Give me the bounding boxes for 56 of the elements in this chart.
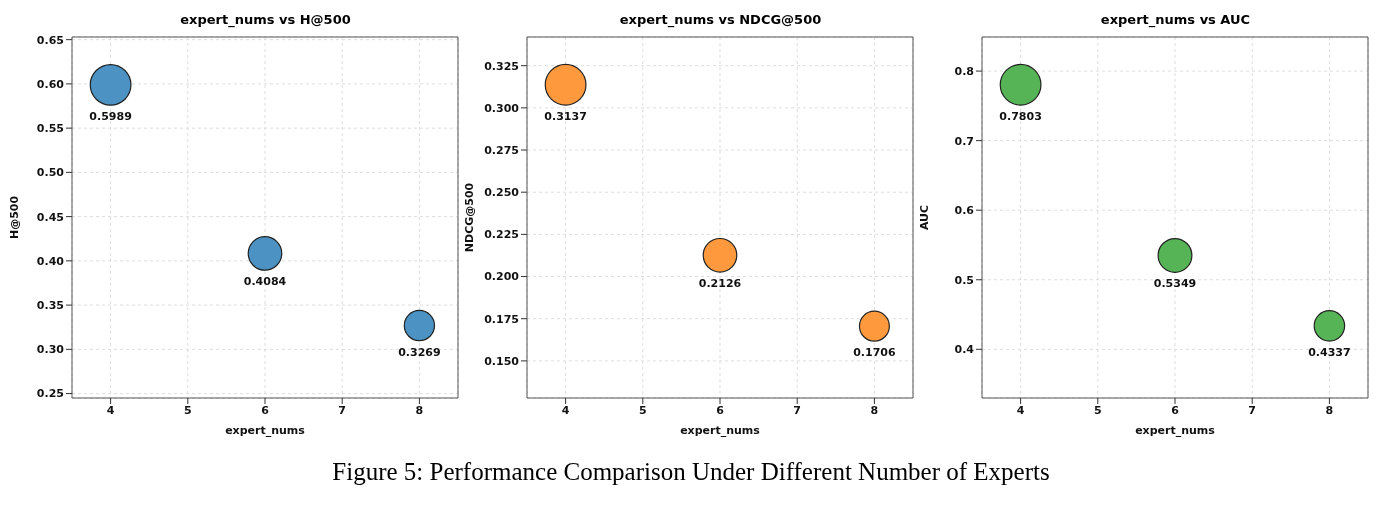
y-tick-label: 0.175 bbox=[484, 312, 519, 326]
data-label: 0.3269 bbox=[398, 345, 441, 359]
y-tick-label: 0.4 bbox=[954, 343, 975, 357]
chart-title: expert_nums vs AUC bbox=[1099, 12, 1252, 30]
data-label: 0.5349 bbox=[1153, 277, 1197, 291]
y-tick-label: 0.5 bbox=[954, 273, 974, 287]
y-axis-title: H@500 bbox=[7, 195, 21, 240]
y-tick-label: 0.25 bbox=[36, 387, 64, 401]
x-tick-label: 6 bbox=[1171, 403, 1180, 417]
x-tick-label: 7 bbox=[793, 403, 802, 417]
x-tick-label: 5 bbox=[638, 403, 647, 417]
y-tick-label: 0.200 bbox=[484, 270, 520, 284]
x-tick-label: 6 bbox=[261, 403, 270, 417]
y-axis-title: NDCG@500 bbox=[462, 182, 476, 253]
data-label: 0.5989 bbox=[89, 110, 132, 124]
y-tick-label: 0.60 bbox=[36, 77, 65, 91]
x-tick-label: 5 bbox=[1093, 403, 1102, 417]
y-tick-label: 0.275 bbox=[484, 143, 519, 157]
x-tick-label: 4 bbox=[106, 403, 115, 417]
y-tick-label: 0.65 bbox=[36, 33, 64, 47]
data-label: 0.3137 bbox=[544, 110, 587, 124]
x-tick-label: 7 bbox=[338, 403, 347, 417]
y-tick-label: 0.35 bbox=[36, 299, 64, 312]
y-tick-label: 0.45 bbox=[36, 210, 64, 224]
data-label: 0.4337 bbox=[1308, 346, 1351, 360]
y-tick-label: 0.325 bbox=[484, 59, 519, 73]
x-tick-label: 8 bbox=[415, 403, 424, 417]
data-label: 0.7803 bbox=[999, 110, 1042, 124]
y-tick-label: 0.6 bbox=[954, 204, 975, 218]
y-tick-label: 0.30 bbox=[36, 343, 65, 357]
y-tick-label: 0.150 bbox=[484, 354, 520, 368]
y-tick-label: 0.7 bbox=[954, 134, 974, 148]
chart-title: expert_nums vs H@500 bbox=[179, 12, 352, 30]
x-tick-label: 5 bbox=[183, 403, 192, 417]
x-tick-label: 7 bbox=[1248, 403, 1257, 417]
x-tick-label: 8 bbox=[1325, 403, 1334, 417]
y-tick-label: 0.8 bbox=[954, 64, 974, 78]
x-tick-label: 4 bbox=[561, 403, 570, 417]
data-label: 0.1706 bbox=[853, 346, 896, 360]
data-label: 0.4084 bbox=[243, 275, 287, 289]
data-label: 0.2126 bbox=[698, 277, 742, 291]
y-tick-label: 0.55 bbox=[36, 122, 64, 136]
y-tick-label: 0.50 bbox=[36, 166, 65, 180]
x-axis-title: expert_nums bbox=[1135, 424, 1216, 437]
x-tick-label: 4 bbox=[1016, 403, 1025, 417]
y-axis-title: AUC bbox=[917, 204, 931, 231]
y-tick-label: 0.225 bbox=[484, 228, 519, 242]
x-tick-label: 6 bbox=[716, 403, 725, 417]
y-tick-label: 0.40 bbox=[36, 254, 65, 268]
y-tick-label: 0.300 bbox=[484, 101, 520, 115]
x-axis-title: expert_nums bbox=[225, 424, 306, 437]
caption: Figure 5: Performance Comparison Under Different Number of Experts bbox=[331, 458, 1051, 486]
x-axis-title: expert_nums bbox=[680, 424, 761, 437]
chart-title: expert_nums vs NDCG@500 bbox=[618, 12, 823, 30]
y-tick-label: 0.250 bbox=[484, 186, 520, 200]
x-tick-label: 8 bbox=[870, 403, 879, 417]
